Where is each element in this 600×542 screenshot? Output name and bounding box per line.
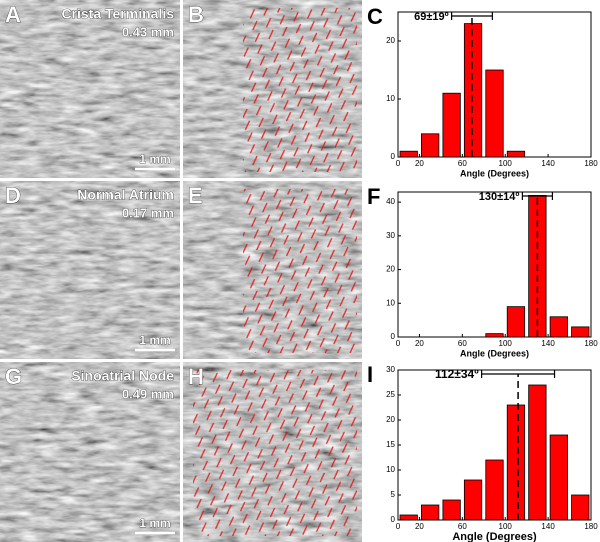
scale-label: 1 mm bbox=[139, 333, 170, 347]
bar bbox=[528, 384, 547, 521]
bar bbox=[506, 306, 526, 338]
x-tick-label: 100 bbox=[499, 159, 513, 168]
fiber-vectors bbox=[243, 189, 357, 353]
x-tick-label: 180 bbox=[584, 522, 598, 531]
x-tick-label: 140 bbox=[541, 522, 555, 531]
x-tick-label: 140 bbox=[541, 339, 555, 348]
region-title: Crista Terminalis bbox=[61, 6, 174, 22]
x-tick-label: 60 bbox=[458, 522, 467, 531]
depth-label: 0.49 mm bbox=[122, 386, 174, 401]
bar bbox=[421, 133, 440, 158]
y-tick-label: 10 bbox=[386, 465, 395, 474]
region-title: Normal Atrium bbox=[77, 187, 174, 203]
fiber-vectors bbox=[193, 370, 357, 536]
micrograph bbox=[0, 0, 180, 178]
micrograph bbox=[0, 362, 180, 542]
panel-letter: E bbox=[188, 183, 203, 208]
x-axis-label: Angle (Degrees) bbox=[460, 348, 529, 358]
x-tick-label: 20 bbox=[415, 522, 424, 531]
panel-letter: A bbox=[5, 2, 21, 27]
bar bbox=[442, 499, 461, 521]
bar bbox=[571, 326, 590, 338]
bar bbox=[485, 69, 504, 158]
y-tick-label: 30 bbox=[386, 231, 395, 240]
panel-letter: D bbox=[5, 183, 21, 208]
x-tick-label: 140 bbox=[541, 159, 555, 168]
y-tick-label: 20 bbox=[386, 265, 395, 274]
bar bbox=[549, 316, 568, 338]
panel-letter: G bbox=[5, 364, 22, 389]
plot-frame bbox=[397, 191, 592, 338]
micrograph bbox=[0, 181, 180, 359]
bar bbox=[571, 494, 590, 521]
bar bbox=[549, 434, 568, 521]
bar bbox=[506, 404, 526, 521]
x-axis-label: Angle (Degrees) bbox=[460, 168, 529, 178]
bar bbox=[463, 479, 483, 521]
y-tick-label: 20 bbox=[386, 415, 395, 424]
y-tick-label: 5 bbox=[391, 490, 396, 499]
x-tick-label: 20 bbox=[415, 339, 424, 348]
panel-letter: C bbox=[367, 4, 383, 29]
region-title: Sinoatrial Node bbox=[71, 368, 174, 384]
x-tick-label: 0 bbox=[396, 159, 401, 168]
x-tick-label: 180 bbox=[584, 159, 598, 168]
y-tick-label: 0 bbox=[391, 515, 396, 524]
y-tick-label: 40 bbox=[386, 197, 395, 206]
y-tick-label: 0 bbox=[391, 152, 396, 161]
y-tick-label: 10 bbox=[386, 94, 395, 103]
bar bbox=[485, 459, 504, 521]
depth-label: 0.43 mm bbox=[122, 24, 174, 39]
y-tick-label: 10 bbox=[386, 298, 395, 307]
bar bbox=[399, 150, 418, 158]
x-tick-label: 100 bbox=[499, 522, 513, 531]
x-tick-label: 0 bbox=[396, 522, 401, 531]
x-tick-label: 180 bbox=[584, 339, 598, 348]
stat-annotation: 130±14º bbox=[479, 191, 520, 203]
bar bbox=[506, 150, 526, 158]
bar bbox=[463, 23, 483, 158]
x-tick-label: 60 bbox=[458, 159, 467, 168]
panel-letter: F bbox=[367, 184, 380, 209]
y-tick-label: 0 bbox=[391, 332, 396, 341]
panel-letter: I bbox=[367, 362, 373, 387]
scale-label: 1 mm bbox=[139, 152, 170, 166]
fiber-vectors bbox=[243, 8, 357, 172]
bar bbox=[421, 504, 440, 521]
stat-annotation: 69±19º bbox=[414, 11, 449, 23]
x-tick-label: 0 bbox=[396, 339, 401, 348]
panel-letter: H bbox=[188, 364, 204, 389]
bar bbox=[442, 92, 461, 158]
y-tick-label: 25 bbox=[386, 390, 395, 399]
panel-letter: B bbox=[188, 2, 204, 27]
scale-label: 1 mm bbox=[139, 516, 170, 530]
bar bbox=[485, 333, 504, 338]
stat-annotation: 112±34º bbox=[435, 367, 479, 381]
bar bbox=[399, 514, 418, 521]
y-tick-label: 15 bbox=[386, 440, 395, 449]
x-tick-label: 100 bbox=[499, 339, 513, 348]
y-tick-label: 30 bbox=[386, 365, 395, 374]
x-axis-label: Angle (Degrees) bbox=[452, 531, 537, 542]
depth-label: 0.17 mm bbox=[122, 205, 174, 220]
x-tick-label: 60 bbox=[458, 339, 467, 348]
y-tick-label: 20 bbox=[386, 36, 395, 45]
x-tick-label: 20 bbox=[415, 159, 424, 168]
